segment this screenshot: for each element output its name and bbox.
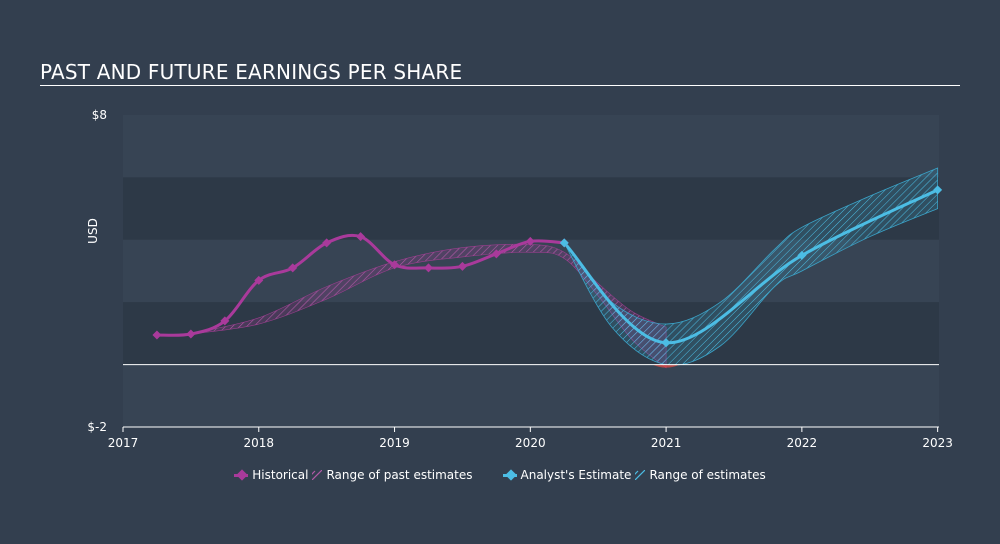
page-title: PAST AND FUTURE EARNINGS PER SHARE	[40, 60, 463, 84]
estimate-point	[661, 338, 671, 348]
historical-point	[322, 238, 332, 248]
historical-point	[254, 275, 264, 285]
legend-item-historical[interactable]: Historical	[234, 468, 308, 482]
historical-point	[186, 329, 196, 339]
legend-item-estimate-range[interactable]: Range of estimates	[631, 468, 766, 482]
legend-item-past-range[interactable]: Range of past estimates	[308, 468, 473, 482]
historical-point	[356, 232, 366, 242]
plot-band	[123, 115, 939, 178]
x-tick-label: 2023	[922, 436, 953, 450]
legend-estimate-range-label: Range of estimates	[649, 468, 766, 482]
legend-item-estimate[interactable]: Analyst's Estimate	[502, 468, 632, 482]
estimate-diamond-icon	[504, 469, 517, 481]
historical-point	[390, 260, 400, 270]
negative-region	[652, 364, 680, 368]
historical-point	[491, 249, 501, 259]
historical-point	[457, 261, 467, 271]
plot-background	[123, 115, 939, 427]
historical-diamond-icon	[236, 469, 248, 481]
y-tick-label: $8	[92, 108, 107, 122]
x-tick-label: 2018	[244, 436, 275, 450]
plot-band	[123, 302, 939, 365]
legend-past-range-label: Range of past estimates	[326, 468, 473, 482]
y-axis: $8 $-2	[87, 108, 107, 434]
historical-point	[525, 236, 535, 246]
historical-point	[152, 330, 162, 340]
historical-point	[423, 263, 433, 273]
legend-historical-label: Historical	[252, 468, 309, 482]
x-tick-label: 2020	[515, 436, 546, 450]
x-tick-label: 2017	[108, 436, 139, 450]
x-tick-label: 2022	[787, 436, 818, 450]
estimate-point	[559, 238, 569, 248]
estimate-point	[933, 185, 943, 195]
plot-band	[123, 364, 939, 427]
estimate-range-hatch-icon	[635, 470, 646, 480]
estimate-point	[797, 250, 807, 260]
past-range-hatch-icon	[312, 470, 323, 480]
x-tick-label: 2021	[651, 436, 682, 450]
title-divider	[40, 85, 960, 86]
legend-estimate-label: Analyst's Estimate	[520, 468, 632, 482]
y-tick-label: $-2	[87, 420, 107, 434]
x-axis: 2017 2018 2019 2020 2021 2022 2023	[108, 426, 953, 450]
y-axis-label: USD	[86, 218, 100, 244]
historical-point	[288, 263, 298, 273]
analyst-estimate-line	[563, 188, 939, 345]
historical-point	[220, 316, 230, 326]
x-tick-label: 2019	[379, 436, 410, 450]
series-markers	[152, 185, 943, 348]
legend: Historical Range of past estimates Analy…	[0, 468, 1000, 482]
